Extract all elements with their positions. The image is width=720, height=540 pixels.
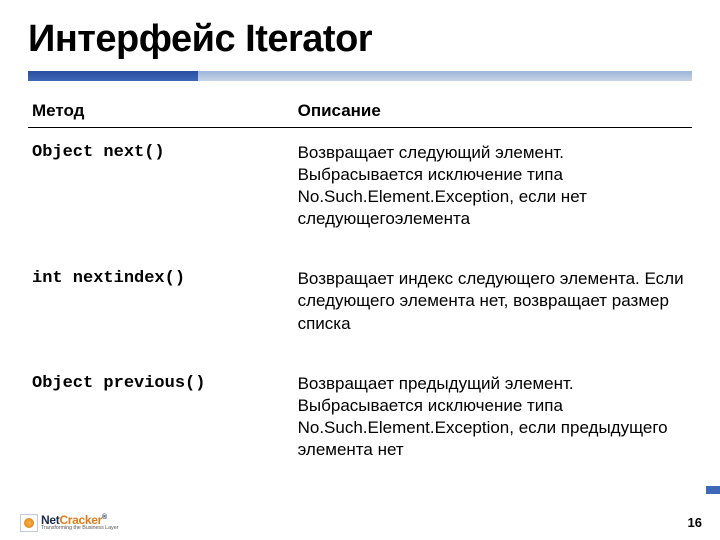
accent-bar <box>28 71 692 81</box>
table-header-row: Метод Описание <box>28 95 692 128</box>
brand-logo-tagline: Transforming the Business Layer <box>41 526 118 532</box>
col-header-desc: Описание <box>294 95 692 128</box>
table-row: Object previous() Возвращает предыдущий … <box>28 359 692 485</box>
method-cell: Object next() <box>28 128 294 255</box>
desc-cell: Возвращает индекс следующего элемента. Е… <box>294 254 692 358</box>
brand-logo: NetCracker® Transforming the Business La… <box>20 514 118 532</box>
methods-table: Метод Описание Object next() Возвращает … <box>28 95 692 485</box>
col-header-method: Метод <box>28 95 294 128</box>
table-row: int nextindex() Возвращает индекс следую… <box>28 254 692 358</box>
desc-cell: Возвращает предыдущий элемент. Выбрасыва… <box>294 359 692 485</box>
desc-cell: Возвращает следующий элемент. Выбрасывае… <box>294 128 692 255</box>
method-cell: int nextindex() <box>28 254 294 358</box>
side-accent <box>706 486 720 494</box>
brand-logo-icon <box>20 514 38 532</box>
page-number: 16 <box>688 515 702 530</box>
method-cell: Object previous() <box>28 359 294 485</box>
accent-bar-fill <box>28 71 198 81</box>
footer: NetCracker® Transforming the Business La… <box>0 500 720 540</box>
slide-title: Интерфейс Iterator <box>28 18 692 61</box>
table-row: Object next() Возвращает следующий элеме… <box>28 128 692 255</box>
